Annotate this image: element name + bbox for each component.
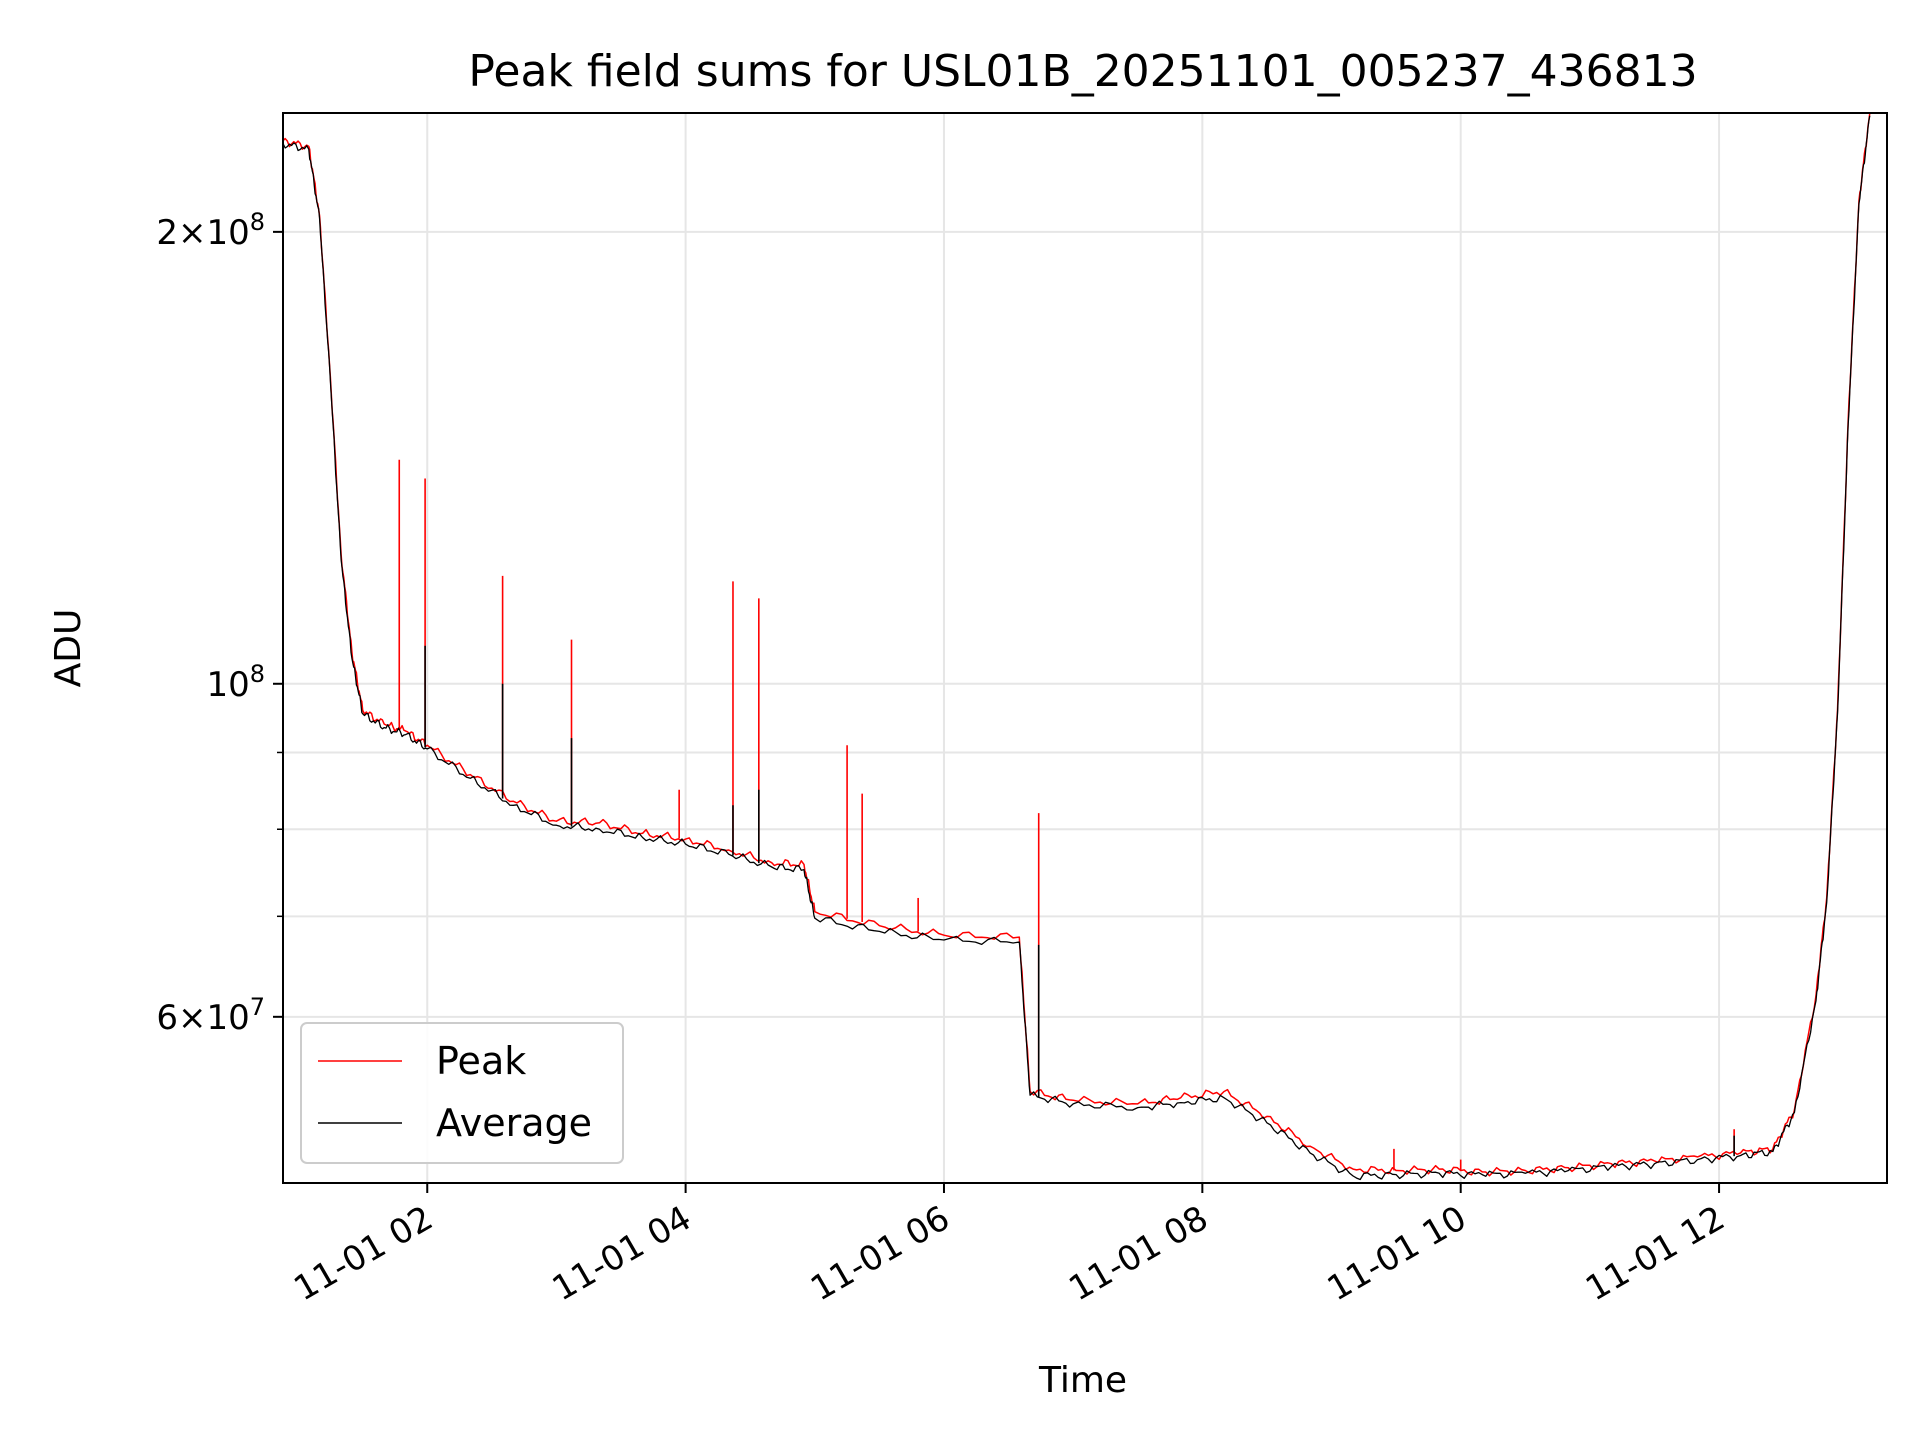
series-average xyxy=(283,115,1871,1181)
x-tick-label: 11-01 10 xyxy=(1321,1198,1473,1309)
x-axis-label: Time xyxy=(1038,1360,1127,1401)
chart-title: Peak field sums for USL01B_20251101_0052… xyxy=(468,46,1697,97)
x-tick-label: 11-01 06 xyxy=(804,1198,956,1309)
legend-box xyxy=(300,1022,624,1164)
x-tick-label: 11-01 08 xyxy=(1062,1198,1214,1309)
y-axis-label: ADU xyxy=(48,609,89,688)
y-tick-label: 2×108 xyxy=(156,208,265,253)
legend-label-average: Average xyxy=(436,1101,592,1145)
x-tick-label: 11-01 12 xyxy=(1579,1198,1731,1309)
y-axis: 2×108 108 6×107 xyxy=(156,208,283,1038)
plot-area xyxy=(283,113,1871,1181)
legend-label-peak: Peak xyxy=(436,1039,526,1083)
y-tick-label: 6×107 xyxy=(156,993,265,1038)
x-axis: 11-01 02 11-01 04 11-01 06 11-01 08 11-01 10… xyxy=(287,1183,1732,1309)
x-tick-label: 11-01 02 xyxy=(287,1198,439,1309)
grid xyxy=(283,113,1887,1183)
series-line-average xyxy=(283,115,1871,1181)
axes-frame xyxy=(282,112,1888,1184)
series-line-peak xyxy=(283,113,1871,1177)
x-tick-label: 11-01 04 xyxy=(546,1198,698,1309)
y-tick-label: 108 xyxy=(206,660,265,705)
legend: Peak Average xyxy=(300,1022,624,1164)
